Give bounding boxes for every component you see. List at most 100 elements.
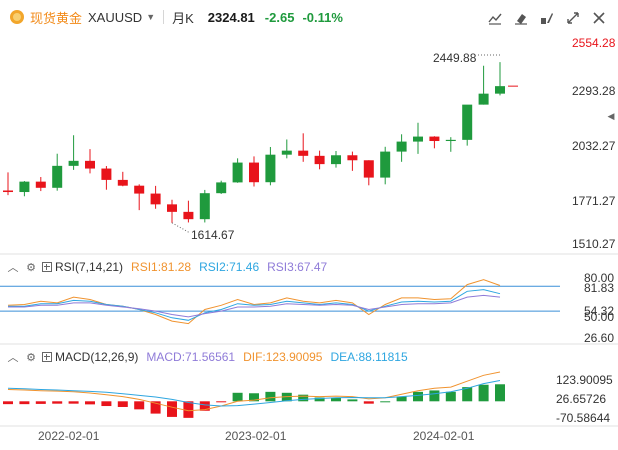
rsi-axis-tick: 50.00 (584, 310, 615, 324)
rsi-line-rsi2 (8, 289, 501, 321)
rsi3-value: RSI3:67.47 (267, 260, 328, 274)
rsi-line-rsi3 (8, 294, 501, 318)
symbol-selector[interactable]: 现货黄金 XAUUSD ▼ (10, 8, 163, 27)
price-axis-tick: 1510.27 (572, 237, 616, 251)
rsi-line-rsi1 (7, 279, 501, 325)
macd-histogram-bar (249, 393, 259, 402)
expand-icon[interactable] (562, 8, 584, 28)
macd-title: MACD(12,26,9) (55, 350, 139, 364)
candle-body (117, 179, 128, 186)
rsi-axis-tick: 81.83 (584, 281, 615, 295)
rsi1-value: RSI1:81.28 (131, 260, 192, 274)
macd-histogram-bar (396, 396, 407, 402)
divider (163, 10, 165, 24)
settings-icon[interactable]: ⚙ (26, 351, 36, 364)
macd-histogram-bar (380, 401, 391, 403)
candle-body (216, 182, 227, 194)
candle-body (331, 155, 341, 165)
macd-histogram-bar (150, 401, 161, 414)
price-axis-tick: 2032.27 (572, 139, 616, 153)
price-axis-tick: 2293.28 (572, 84, 616, 98)
dif-line (7, 371, 501, 412)
candle-body (35, 181, 46, 188)
candle-body (314, 155, 325, 165)
macd-histogram-bar (265, 391, 276, 402)
candle-body (52, 165, 63, 188)
macd-axis-tick: -70.58644 (556, 411, 611, 425)
rsi-axis-tick: 80.00 (584, 271, 615, 285)
chevron-left-icon[interactable]: ◀ (607, 110, 615, 121)
rsi-axis-tick: 26.60 (584, 331, 615, 345)
draw-line-icon[interactable] (484, 8, 506, 28)
macd-histogram-bar (117, 401, 128, 407)
dea-line (7, 380, 501, 407)
macd-histogram-bar (298, 394, 309, 402)
macd-histogram-bar (429, 390, 440, 402)
last-price: 2324.81 (207, 9, 255, 25)
candle-body (85, 160, 95, 169)
candle-body (150, 193, 161, 205)
candle-body (396, 141, 407, 152)
macd-axis-tick: 123.90095 (556, 373, 613, 387)
candle-body (478, 93, 489, 105)
high-annotation: 2449.88 (433, 51, 477, 65)
chevron-down-icon: ▼ (146, 12, 156, 22)
macd-histogram-bar (347, 399, 358, 402)
candle-body (232, 162, 243, 183)
macd-histogram-bar (35, 401, 46, 404)
indicator-toggle-icon[interactable] (42, 262, 52, 272)
macd-histogram-bar (52, 401, 63, 404)
candle-body (413, 136, 423, 142)
macd-legend: ︿ ⚙ MACD(12,26,9) MACD:71.56561 DIF:123.… (6, 349, 408, 365)
candle-body (347, 155, 358, 161)
candle-body (249, 162, 259, 183)
candle-body (167, 204, 177, 212)
collapse-icon[interactable]: ︿ (7, 262, 19, 274)
macd-histogram-bar (3, 401, 13, 405)
erase-icon[interactable] (510, 8, 532, 28)
candle-body (380, 151, 391, 178)
symbol-name: 现货黄金 (30, 10, 83, 26)
low-annotation: 1614.67 (191, 228, 235, 242)
macd-histogram-bar (462, 387, 473, 402)
macd-histogram-bar (167, 401, 177, 417)
dif-value: DIF:123.90095 (243, 350, 323, 364)
price-axis-tick: 1771.27 (572, 194, 616, 208)
candle-body (462, 104, 473, 140)
rsi-axis-tick: 54.32 (584, 304, 615, 318)
macd-histogram-bar (19, 401, 30, 405)
candle-body (265, 154, 276, 183)
period-selector[interactable]: 月K (172, 10, 194, 26)
candle-body (183, 211, 194, 220)
gold-coin-icon (10, 10, 24, 24)
macd-axis-tick: 26.65726 (556, 392, 607, 406)
candle-body (134, 185, 145, 194)
rsi2-value: RSI2:71.46 (199, 260, 260, 274)
macd-value: MACD:71.56561 (146, 350, 236, 364)
dea-value: DEA:88.11815 (330, 350, 408, 364)
macd-histogram-bar (331, 397, 341, 402)
low-leader-line (171, 222, 191, 234)
macd-histogram-bar (478, 384, 489, 402)
macd-histogram-bar (134, 401, 145, 410)
collapse-icon[interactable]: ︿ (7, 352, 19, 364)
drawing-tools-icon[interactable] (536, 8, 558, 28)
symbol-code: XAUUSD (88, 9, 143, 25)
candle-body (68, 160, 79, 166)
indicator-toggle-icon[interactable] (42, 352, 52, 362)
candle-body (199, 193, 210, 220)
price-axis-tick: 2554.28 (572, 36, 616, 50)
macd-histogram-bar (101, 401, 112, 407)
chart-toolbar (484, 8, 610, 28)
close-icon[interactable] (588, 8, 610, 28)
macd-histogram-bar (183, 401, 194, 418)
macd-histogram-bar (314, 397, 325, 402)
candle-body (101, 168, 112, 180)
rsi-title: RSI(7,14,21) (55, 260, 124, 274)
time-axis-tick: 2024-02-01 (413, 429, 475, 443)
settings-icon[interactable]: ⚙ (26, 261, 36, 274)
time-axis-tick: 2022-02-01 (38, 429, 100, 443)
candle-body (298, 150, 309, 156)
candle-body (429, 136, 440, 142)
